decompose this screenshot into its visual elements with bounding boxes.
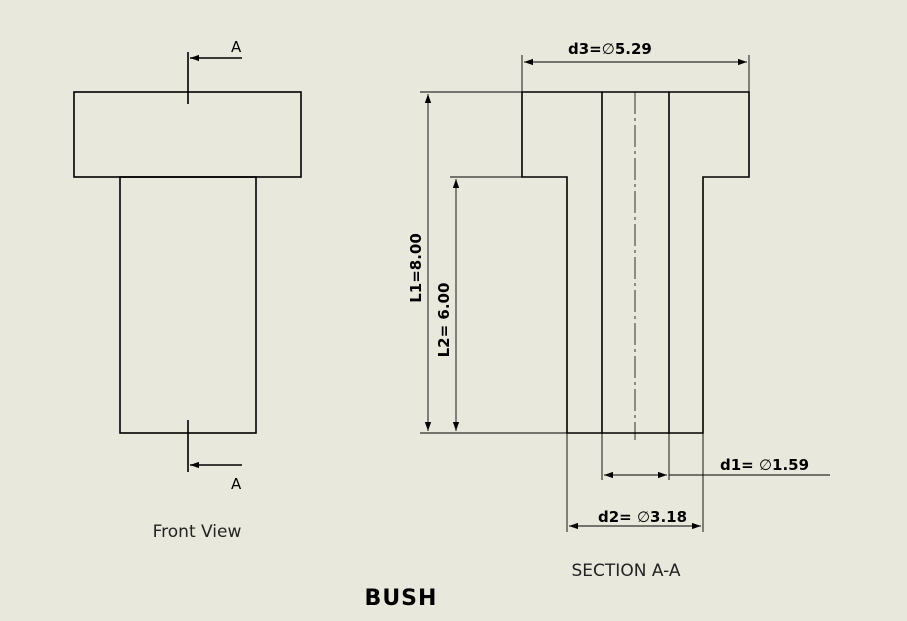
front-view-shank <box>119 176 257 434</box>
diameter-symbol-d3: ∅ <box>602 40 615 58</box>
d1-label: d1= ∅1.59 <box>720 456 809 474</box>
diameter-symbol-d1: ∅ <box>759 456 772 474</box>
dimension-d2: d2= ∅3.18 <box>566 433 704 532</box>
d3-value: 5.29 <box>615 40 652 58</box>
drawing-title: BUSH <box>365 586 438 611</box>
diameter-symbol-d2: ∅ <box>637 508 650 526</box>
l2-label: L2= 6.00 <box>435 283 453 358</box>
front-view-label: Front View <box>153 522 242 542</box>
d1-prefix: d1= <box>720 456 759 474</box>
dimension-l1: L1=8.00 <box>407 91 567 434</box>
d2-value: 3.18 <box>650 508 687 526</box>
cutting-plane-bottom: A <box>187 420 242 493</box>
dimension-d3: d3=∅5.29 <box>521 40 750 92</box>
cut-label-bottom: A <box>231 475 242 493</box>
d3-label: d3=∅5.29 <box>568 40 652 58</box>
section-left-half <box>521 91 603 434</box>
d1-value: 1.59 <box>772 456 809 474</box>
d2-label: d2= ∅3.18 <box>598 508 687 526</box>
front-view-head <box>73 91 302 178</box>
section-label: SECTION A-A <box>572 561 681 581</box>
section-view: d3=∅5.29 L1=8.00 L2= 6.00 d1= ∅1.59 <box>407 40 830 581</box>
d2-prefix: d2= <box>598 508 637 526</box>
dimension-l2: L2= 6.00 <box>435 176 567 431</box>
l1-label: L1=8.00 <box>407 233 425 303</box>
cutting-plane-top: A <box>187 38 242 104</box>
front-view: A A Front View <box>73 38 302 542</box>
section-right-half <box>668 91 750 434</box>
dimension-d1: d1= ∅1.59 <box>601 433 830 480</box>
cut-label-top: A <box>231 38 242 56</box>
d3-prefix: d3= <box>568 40 602 58</box>
